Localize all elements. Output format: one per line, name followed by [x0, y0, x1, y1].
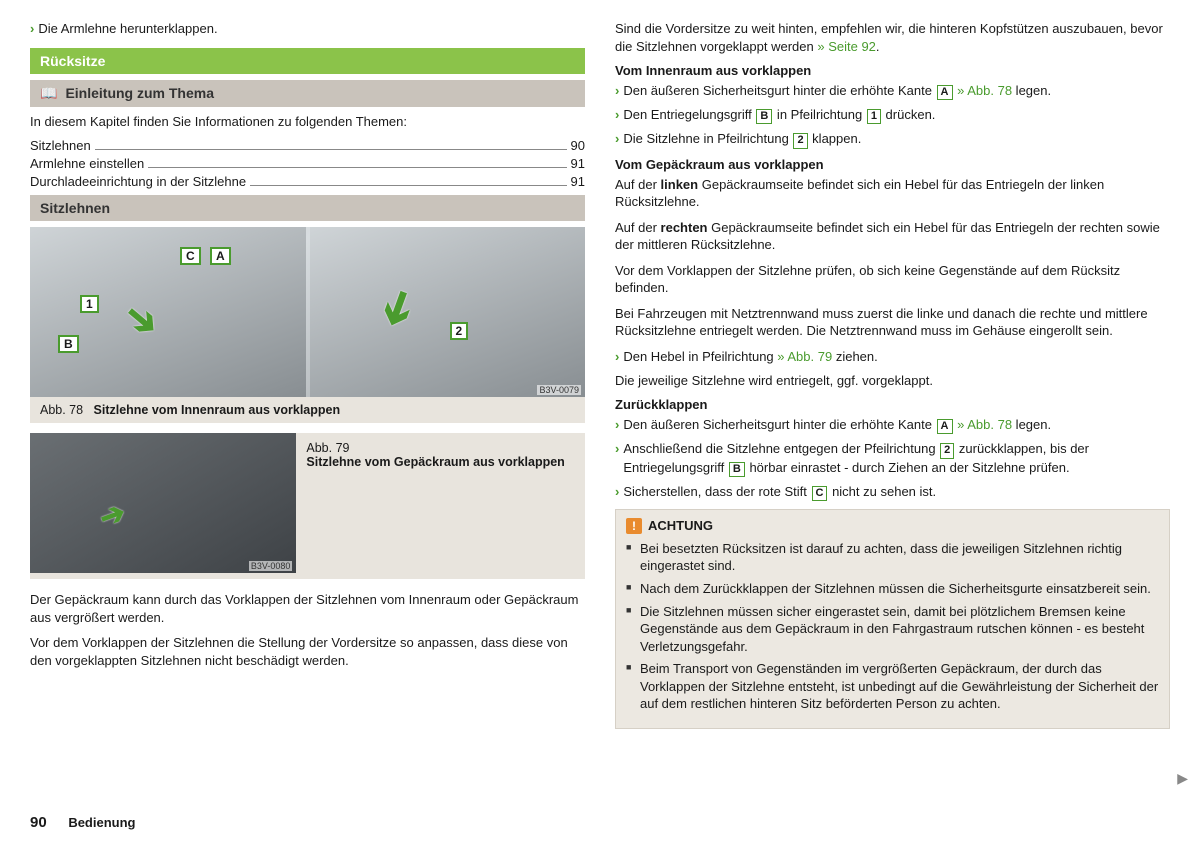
warning-item: Die Sitzlehnen müssen sicher eingerastet… — [626, 603, 1159, 656]
top-paragraph: Sind die Vordersitze zu weit hinten, emp… — [615, 20, 1170, 55]
gep-para-5: Die jeweilige Sitzlehne wird entriegelt,… — [615, 372, 1170, 390]
warning-icon: ! — [626, 518, 642, 534]
chevron-icon: › — [615, 348, 619, 366]
callout-B: B — [58, 335, 79, 353]
figure-caption-text: Sitzlehne vom Gepäckraum aus vorklappen — [306, 455, 564, 469]
para-2: Vor dem Vorklappen der Sitzlehnen die St… — [30, 634, 585, 669]
ref-2: 2 — [940, 443, 954, 458]
arrow-icon: ➔ — [95, 495, 131, 536]
intro-bullet-text: Die Armlehne herunterklappen. — [38, 20, 217, 38]
left-column: › Die Armlehne herunterklappen. Rücksitz… — [30, 20, 585, 729]
figure-78-caption: Abb. 78 Sitzlehne vom Innenraum aus vork… — [30, 397, 585, 417]
warning-item: Nach dem Zurückklappen der Sitzlehnen mü… — [626, 580, 1159, 598]
subsection-header-einleitung: 📖 Einleitung zum Thema — [30, 80, 585, 107]
heading-innenraum: Vom Innenraum aus vorklappen — [615, 63, 1170, 78]
chevron-icon: › — [615, 483, 619, 501]
page-number: 90 — [30, 814, 47, 831]
para-1: Der Gepäckraum kann durch das Vorklappen… — [30, 591, 585, 626]
chevron-icon: › — [615, 130, 619, 148]
chevron-icon: › — [615, 416, 619, 434]
toc: Sitzlehnen 90 Armlehne einstellen 91 Dur… — [30, 138, 585, 189]
right-column: Sind die Vordersitze zu weit hinten, emp… — [615, 20, 1170, 729]
warning-item: Beim Transport von Gegenständen im vergr… — [626, 660, 1159, 713]
toc-leader — [250, 185, 566, 186]
toc-row[interactable]: Durchladeeinrichtung in der Sitzlehne 91 — [30, 174, 585, 189]
step-gep-1: › Den Hebel in Pfeilrichtung » Abb. 79 z… — [615, 348, 1170, 366]
callout-2: 2 — [450, 322, 469, 340]
toc-label: Sitzlehnen — [30, 138, 91, 153]
ref-C: C — [812, 486, 828, 501]
book-icon: 📖 — [40, 85, 57, 102]
ref-A: A — [937, 419, 953, 434]
toc-label: Durchladeeinrichtung in der Sitzlehne — [30, 174, 246, 189]
toc-row[interactable]: Sitzlehnen 90 — [30, 138, 585, 153]
chevron-icon: › — [615, 106, 619, 124]
footer-section: Bedienung — [68, 815, 135, 830]
toc-page: 91 — [571, 156, 585, 171]
figure-78-image: C A 1 B ➔ ➔ 2 B3V-0079 — [30, 227, 585, 397]
ref-B: B — [756, 109, 772, 124]
chevron-icon: › — [615, 440, 619, 458]
toc-page: 90 — [571, 138, 585, 153]
warning-title-text: ACHTUNG — [648, 518, 713, 533]
sitzlehnen-title: Sitzlehnen — [40, 200, 110, 216]
callout-1: 1 — [80, 295, 99, 313]
figure-code: B3V-0079 — [537, 385, 581, 395]
intro-text: In diesem Kapitel finden Sie Information… — [30, 113, 585, 131]
gep-para-1: Auf der linken Gepäckraumseite befindet … — [615, 176, 1170, 211]
warning-list: Bei besetzten Rücksitzen ist darauf zu a… — [626, 540, 1159, 713]
page-link[interactable]: » Seite 92 — [817, 39, 876, 54]
figure-label: Abb. 78 — [40, 403, 83, 417]
callout-C: C — [180, 247, 201, 265]
step-innen-3: › Die Sitzlehne in Pfeilrichtung 2 klapp… — [615, 130, 1170, 148]
warning-title: ! ACHTUNG — [626, 518, 1159, 534]
ref-1: 1 — [867, 109, 881, 124]
step-zurueck-1: › Den äußeren Sicherheitsgurt hinter die… — [615, 416, 1170, 434]
heading-gepaeckraum: Vom Gepäckraum aus vorklappen — [615, 157, 1170, 172]
toc-leader — [148, 167, 566, 168]
ref-B: B — [729, 462, 745, 477]
figure-79-caption: Abb. 79 Sitzlehne vom Gepäckraum aus vor… — [306, 433, 585, 573]
arrow-icon: ➔ — [367, 282, 431, 337]
gep-para-4: Bei Fahrzeugen mit Netztrennwand muss zu… — [615, 305, 1170, 340]
warning-box: ! ACHTUNG Bei besetzten Rücksitzen ist d… — [615, 509, 1170, 729]
step-innen-2: › Den Entriegelungsgriff B in Pfeilricht… — [615, 106, 1170, 124]
page-footer: 90 Bedienung — [30, 814, 135, 831]
fig-link[interactable]: » Abb. 78 — [954, 83, 1013, 98]
step-zurueck-3: › Sicherstellen, dass der rote Stift C n… — [615, 483, 1170, 501]
figure-78: C A 1 B ➔ ➔ 2 B3V-0079 Abb. 78 Sitzlehne… — [30, 227, 585, 423]
fig-link[interactable]: » Abb. 79 — [777, 349, 832, 364]
subsection-header-sitzlehnen: Sitzlehnen — [30, 195, 585, 221]
arrow-icon: ➔ — [114, 292, 169, 349]
toc-row[interactable]: Armlehne einstellen 91 — [30, 156, 585, 171]
continue-arrow-icon: ▶ — [1177, 770, 1188, 787]
step-innen-1: › Den äußeren Sicherheitsgurt hinter die… — [615, 82, 1170, 100]
figure-label: Abb. 79 — [306, 441, 349, 455]
ref-2: 2 — [793, 133, 807, 148]
figure-79-image: ➔ B3V-0080 — [30, 433, 296, 573]
figure-code: B3V-0080 — [249, 561, 293, 571]
warning-item: Bei besetzten Rücksitzen ist darauf zu a… — [626, 540, 1159, 575]
toc-leader — [95, 149, 567, 150]
gep-para-3: Vor dem Vorklappen der Sitzlehne prüfen,… — [615, 262, 1170, 297]
subsection-title: Einleitung zum Thema — [65, 85, 214, 101]
heading-zurueck: Zurückklappen — [615, 397, 1170, 412]
toc-page: 91 — [571, 174, 585, 189]
fig-link[interactable]: » Abb. 78 — [954, 417, 1013, 432]
intro-bullet: › Die Armlehne herunterklappen. — [30, 20, 585, 38]
chevron-icon: › — [615, 82, 619, 100]
chevron-icon: › — [30, 20, 34, 38]
toc-label: Armlehne einstellen — [30, 156, 144, 171]
callout-A: A — [210, 247, 231, 265]
ref-A: A — [937, 85, 953, 100]
step-zurueck-2: › Anschließend die Sitzlehne entgegen de… — [615, 440, 1170, 476]
figure-79: ➔ B3V-0080 Abb. 79 Sitzlehne vom Gepäckr… — [30, 433, 585, 579]
section-header-ruecksitze: Rücksitze — [30, 48, 585, 74]
figure-caption-text: Sitzlehne vom Innenraum aus vorklappen — [94, 403, 341, 417]
gep-para-2: Auf der rechten Gepäckraumseite befindet… — [615, 219, 1170, 254]
